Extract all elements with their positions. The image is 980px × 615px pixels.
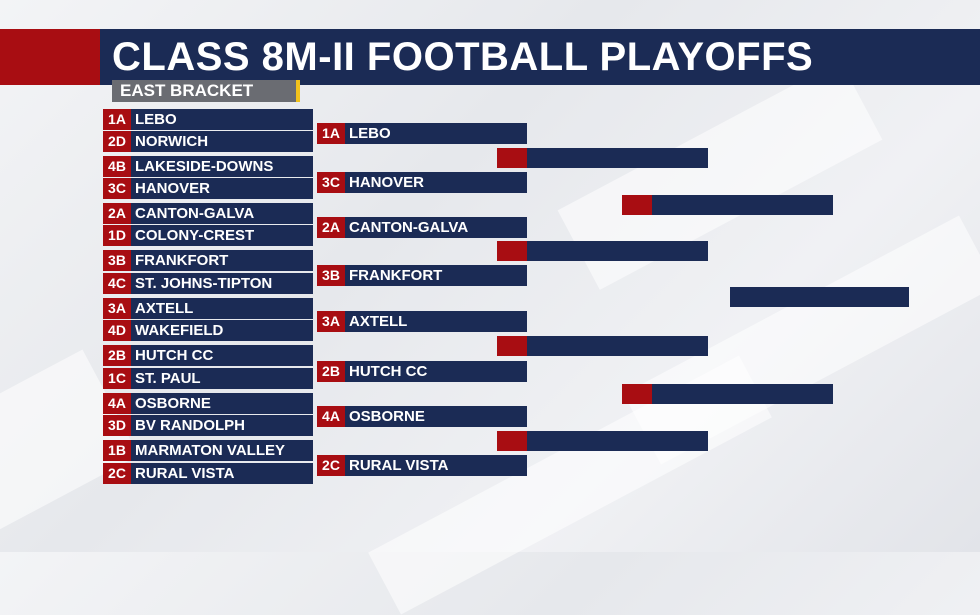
team-slot: 4D WAKEFIELD (103, 320, 313, 341)
team-name: BV RANDOLPH (135, 417, 246, 434)
team-slot: 1B MARMATON VALLEY (103, 440, 313, 461)
empty-bracket-slot (497, 336, 708, 356)
title-accent (0, 29, 100, 85)
team-slot: 2C RURAL VISTA (317, 455, 527, 476)
team-name: RURAL VISTA (349, 457, 449, 474)
team-name: COLONY-CREST (135, 227, 255, 244)
empty-bracket-slot (497, 431, 708, 451)
team-name: FRANKFORT (135, 252, 229, 269)
team-seed: 3C (317, 172, 345, 193)
team-slot: 1A LEBO (103, 109, 313, 130)
team-name: MARMATON VALLEY (135, 442, 285, 459)
team-seed: 3B (317, 265, 345, 286)
team-seed: 1C (103, 368, 131, 389)
team-slot: 1D COLONY-CREST (103, 225, 313, 246)
team-seed: 1A (103, 109, 131, 130)
team-slot: 4A OSBORNE (317, 406, 527, 427)
team-seed: 1B (103, 440, 131, 461)
team-seed: 2C (317, 455, 345, 476)
empty-seed-marker (497, 336, 527, 356)
team-seed: 3D (103, 415, 131, 436)
team-seed: 2A (317, 217, 345, 238)
team-seed: 2D (103, 131, 131, 152)
team-name: CANTON-GALVA (135, 205, 255, 222)
team-slot: 3B FRANKFORT (317, 265, 527, 286)
team-seed: 4A (317, 406, 345, 427)
team-name: HUTCH CC (135, 347, 214, 364)
team-name: CANTON-GALVA (349, 219, 469, 236)
team-name: HANOVER (349, 174, 425, 191)
bracket-label: EAST BRACKET (120, 81, 254, 100)
team-slot: 3B FRANKFORT (103, 250, 313, 271)
team-name: ST. JOHNS-TIPTON (135, 275, 273, 292)
team-name: FRANKFORT (349, 267, 443, 284)
team-name: HUTCH CC (349, 363, 428, 380)
empty-seed-marker (497, 148, 527, 168)
team-seed: 3C (103, 178, 131, 199)
team-seed: 4C (103, 273, 131, 294)
team-seed: 3B (103, 250, 131, 271)
team-slot: 3C HANOVER (103, 178, 313, 199)
page-title: CLASS 8M-II FOOTBALL PLAYOFFS (112, 35, 814, 79)
team-slot: 2A CANTON-GALVA (103, 203, 313, 224)
team-slot: 3A AXTELL (103, 298, 313, 319)
team-name: ST. PAUL (135, 370, 201, 387)
empty-bracket-slot (497, 148, 708, 168)
team-name: LAKESIDE-DOWNS (135, 158, 274, 175)
team-seed: 3A (317, 311, 345, 332)
team-slot: 3D BV RANDOLPH (103, 415, 313, 436)
team-seed: 4A (103, 393, 131, 414)
team-slot: 2C RURAL VISTA (103, 463, 313, 484)
team-name: NORWICH (135, 133, 209, 150)
empty-seed-marker (497, 241, 527, 261)
team-slot: 2B HUTCH CC (103, 345, 313, 366)
team-slot: 4C ST. JOHNS-TIPTON (103, 273, 313, 294)
title-bar: CLASS 8M-II FOOTBALL PLAYOFFS (100, 29, 980, 85)
team-slot: 4B LAKESIDE-DOWNS (103, 156, 313, 177)
team-slot: 4A OSBORNE (103, 393, 313, 414)
empty-bracket-slot (622, 384, 833, 404)
team-seed: 2C (103, 463, 131, 484)
team-name: OSBORNE (135, 395, 211, 412)
team-name: HANOVER (135, 180, 211, 197)
empty-bracket-slot (622, 195, 833, 215)
team-slot: 2B HUTCH CC (317, 361, 527, 382)
team-name: OSBORNE (349, 408, 425, 425)
bracket-label-accent (296, 80, 300, 102)
empty-bracket-slot (730, 287, 909, 307)
empty-seed-marker (622, 384, 652, 404)
team-name: WAKEFIELD (135, 322, 224, 339)
team-seed: 2A (103, 203, 131, 224)
team-name: LEBO (349, 125, 391, 142)
team-name: RURAL VISTA (135, 465, 235, 482)
team-seed: 1A (317, 123, 345, 144)
team-seed: 4D (103, 320, 131, 341)
empty-seed-marker (497, 431, 527, 451)
team-name: AXTELL (349, 313, 408, 330)
team-slot: 2D NORWICH (103, 131, 313, 152)
team-seed: 2B (317, 361, 345, 382)
team-slot: 1A LEBO (317, 123, 527, 144)
team-name: AXTELL (135, 300, 194, 317)
team-name: LEBO (135, 111, 177, 128)
team-slot: 3A AXTELL (317, 311, 527, 332)
team-slot: 1C ST. PAUL (103, 368, 313, 389)
bracket-label-bar: EAST BRACKET (112, 80, 298, 102)
team-slot: 2A CANTON-GALVA (317, 217, 527, 238)
team-seed: 2B (103, 345, 131, 366)
team-seed: 3A (103, 298, 131, 319)
empty-seed-marker (622, 195, 652, 215)
team-slot: 3C HANOVER (317, 172, 527, 193)
team-seed: 4B (103, 156, 131, 177)
empty-bracket-slot (497, 241, 708, 261)
team-seed: 1D (103, 225, 131, 246)
